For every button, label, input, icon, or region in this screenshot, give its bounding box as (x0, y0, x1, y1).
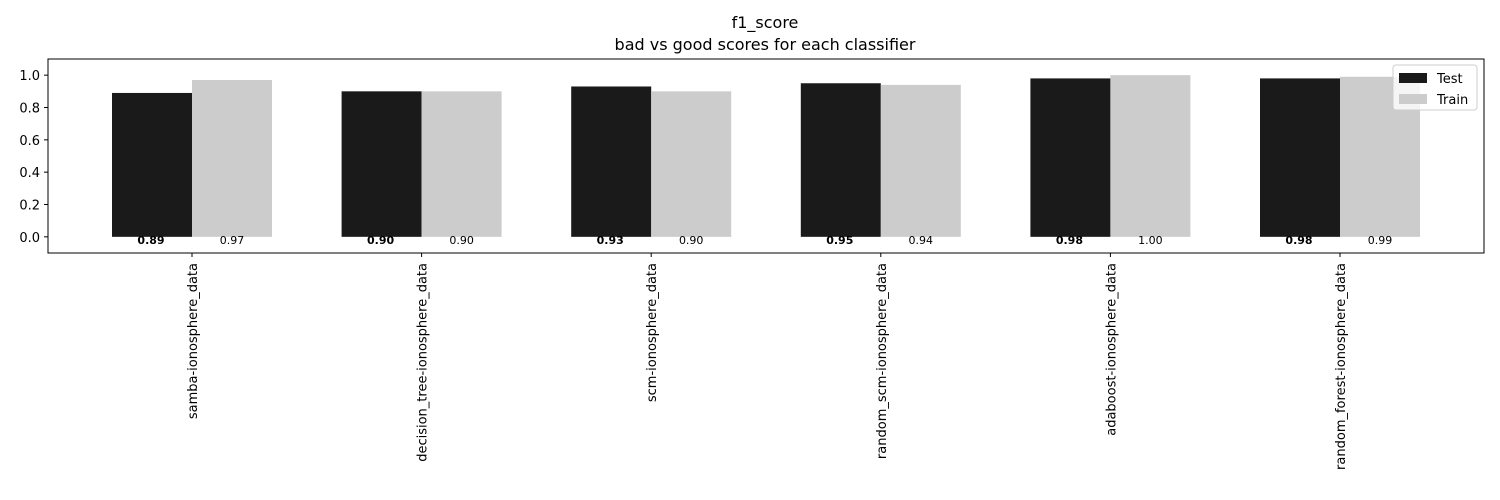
y-tick-label: 0.4 (19, 166, 40, 181)
x-tick-label: decision_tree-ionosphere_data (416, 263, 431, 462)
bar-value-label: 0.99 (1368, 234, 1393, 247)
chart-subtitle: bad vs good scores for each classifier (615, 35, 916, 54)
chart-title: f1_score (732, 13, 799, 33)
x-tick-label: random_scm-ionosphere_data (875, 263, 890, 459)
bar-test-1 (112, 92, 192, 237)
bar-train-3 (651, 91, 732, 237)
plot-frame (47, 58, 1485, 254)
bar-test-2 (341, 91, 422, 237)
bar-value-label: 0.93 (597, 234, 624, 247)
bar-value-label: 0.97 (220, 234, 245, 247)
bar-value-label: 0.90 (367, 234, 394, 247)
bar-value-label: 0.98 (1285, 234, 1312, 247)
y-tick-label: 0.8 (19, 102, 40, 117)
legend-label-train: Train (1436, 93, 1468, 108)
bar-test-6 (1260, 78, 1340, 237)
bar-test-5 (1030, 78, 1111, 237)
x-tick-label: random_forest-ionosphere_data (1334, 263, 1349, 470)
bar-value-label: 0.98 (1056, 234, 1083, 247)
legend: Test Train (1392, 64, 1478, 111)
bar-value-label: 0.94 (909, 234, 934, 247)
legend-label-test: Test (1436, 72, 1463, 87)
x-tick-label: scm-ionosphere_data (645, 263, 660, 402)
bar-value-label: 0.95 (826, 234, 853, 247)
y-tick-label: 0.0 (19, 231, 40, 246)
bar-value-label: 0.90 (679, 234, 704, 247)
x-tick-label: adaboost-ionosphere_data (1104, 263, 1119, 436)
bar-test-4 (800, 83, 881, 237)
bar-value-label: 1.00 (1138, 234, 1163, 247)
bar-train-4 (880, 84, 961, 237)
x-tick-label: samba-ionosphere_data (186, 263, 201, 419)
legend-swatch-train (1399, 94, 1427, 104)
bar-test-3 (571, 86, 652, 237)
y-tick-label: 0.2 (19, 199, 40, 214)
bar-train-1 (192, 80, 272, 237)
bar-value-label: 0.89 (137, 234, 164, 247)
bar-value-label: 0.90 (449, 234, 474, 247)
plot-area: 0.89 0.97 samba-ionosphere_data 0.90 0.90 dec… (19, 58, 1485, 470)
y-tick-label: 1.0 (19, 69, 40, 84)
y-tick-label: 0.6 (19, 134, 40, 149)
bar-train-5 (1110, 75, 1191, 237)
legend-swatch-test (1399, 73, 1427, 83)
bar-train-2 (421, 91, 502, 237)
